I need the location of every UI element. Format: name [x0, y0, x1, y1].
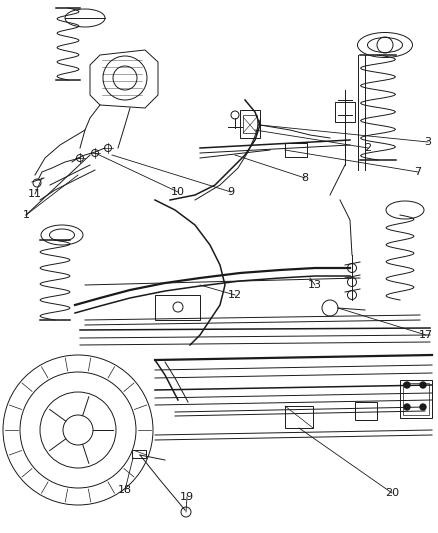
Bar [400, 380, 432, 418]
Bar [240, 110, 260, 138]
Bar [285, 143, 307, 157]
Text: 11: 11 [28, 189, 42, 199]
Bar [335, 102, 355, 122]
Text: 8: 8 [301, 173, 308, 183]
Text: 12: 12 [228, 290, 242, 300]
Bar [355, 402, 377, 420]
Text: 7: 7 [414, 167, 421, 177]
Bar [285, 406, 313, 428]
Text: 10: 10 [171, 187, 185, 197]
Circle shape [404, 404, 410, 410]
Text: 3: 3 [424, 137, 431, 147]
Text: 19: 19 [180, 492, 194, 502]
Text: 18: 18 [118, 485, 132, 495]
Circle shape [420, 382, 426, 388]
Text: 13: 13 [308, 280, 322, 290]
Bar [155, 295, 200, 320]
Text: 17: 17 [419, 330, 433, 340]
Bar [403, 383, 429, 415]
Bar [132, 450, 146, 458]
Text: 2: 2 [364, 143, 371, 153]
Circle shape [404, 382, 410, 388]
Text: 9: 9 [227, 187, 235, 197]
Text: 1: 1 [22, 210, 29, 220]
Bar [243, 115, 257, 133]
Circle shape [420, 404, 426, 410]
Text: 20: 20 [385, 488, 399, 498]
